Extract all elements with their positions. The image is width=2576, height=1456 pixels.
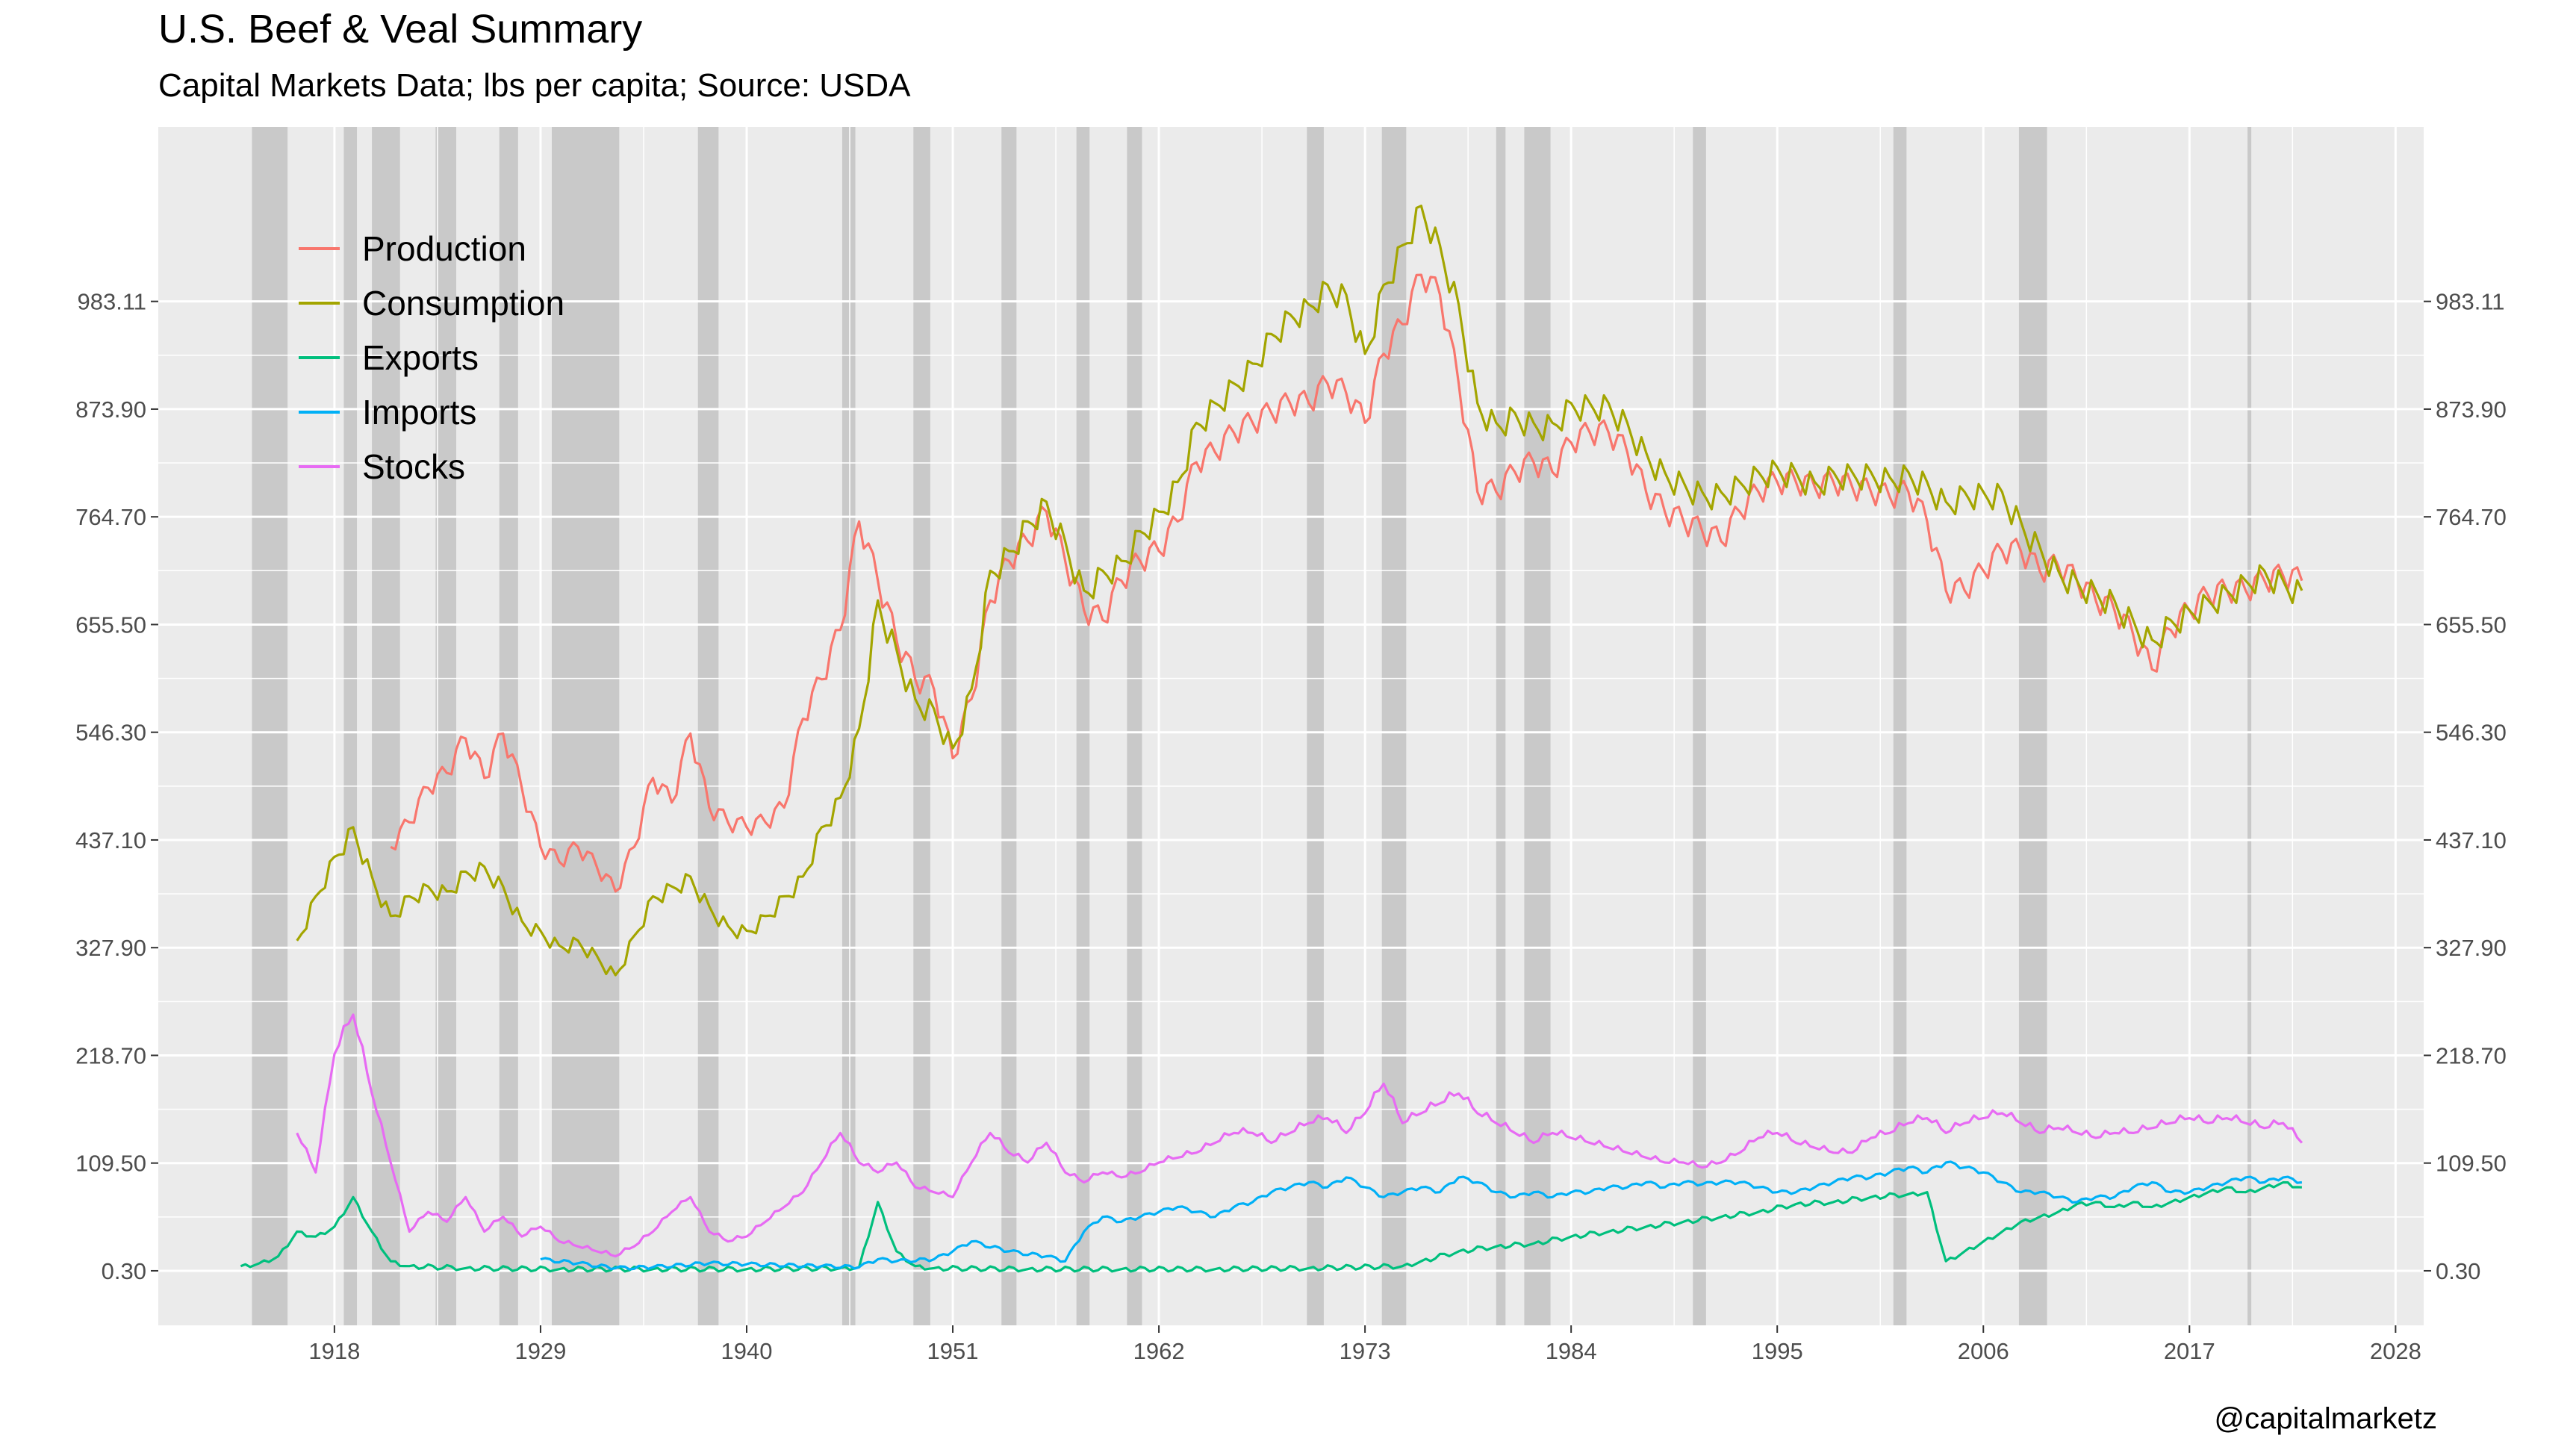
series-line-imports <box>540 1160 2303 1271</box>
x-tick-label: 2017 <box>2164 1338 2215 1364</box>
y-tick-label-left: 218.70 <box>75 1042 146 1068</box>
x-tick-label: 1929 <box>514 1338 566 1364</box>
y-tick-label-right: 873.90 <box>2436 396 2507 423</box>
recession-band <box>1693 127 1706 1325</box>
x-tick-label: 1984 <box>1546 1338 1597 1364</box>
x-tick-label: 2006 <box>1958 1338 2009 1364</box>
chart-subtitle: Capital Markets Data; lbs per capita; So… <box>158 67 911 104</box>
x-tick-label: 1973 <box>1340 1338 1391 1364</box>
y-tick-label-left: 327.90 <box>75 935 146 961</box>
recession-band <box>435 127 457 1325</box>
recession-band <box>697 127 719 1325</box>
legend-label-imports: Imports <box>362 393 476 432</box>
chart-title: U.S. Beef & Veal Summary <box>158 7 643 52</box>
x-tick-label: 1940 <box>721 1338 773 1364</box>
recession-band <box>841 127 856 1325</box>
recession-band <box>1307 127 1324 1325</box>
y-tick-label-left: 983.11 <box>77 289 146 315</box>
x-tick-label: 1962 <box>1133 1338 1185 1364</box>
legend-label-stocks: Stocks <box>362 447 465 486</box>
y-tick-label-left: 655.50 <box>75 612 146 638</box>
series-line-production <box>390 273 2303 893</box>
x-tick-label: 1951 <box>927 1338 979 1364</box>
recession-band <box>1127 127 1142 1325</box>
x-tick-label: 1918 <box>308 1338 360 1364</box>
x-tick-label: 2028 <box>2370 1338 2421 1364</box>
legend-label-exports: Exports <box>362 338 479 377</box>
recession-band <box>372 127 400 1325</box>
y-tick-label-right: 983.11 <box>2436 289 2505 315</box>
recession-band <box>343 127 358 1325</box>
recession-band <box>1001 127 1017 1325</box>
recession-band <box>551 127 620 1325</box>
grid-lines <box>158 127 2424 1325</box>
legend: Production Consumption Exports Imports Stock… <box>299 229 564 486</box>
recession-band <box>2247 127 2252 1325</box>
y-tick-label-left: 437.10 <box>75 827 146 853</box>
y-tick-label-right: 327.90 <box>2436 935 2507 961</box>
y-tick-label-left: 873.90 <box>75 396 146 423</box>
recession-band <box>1893 127 1907 1325</box>
y-tick-label-left: 109.50 <box>75 1151 146 1177</box>
chart-caption: @capitalmarketz <box>2214 1402 2437 1435</box>
axes: 0.30 0.30 109.50 109.50 218.70 218.70 327.90 32… <box>75 289 2507 1364</box>
recession-band <box>1076 127 1090 1325</box>
recession-band <box>1496 127 1506 1325</box>
y-tick-label-left: 546.30 <box>75 720 146 746</box>
y-tick-label-right: 655.50 <box>2436 612 2507 638</box>
recession-band <box>499 127 518 1325</box>
y-tick-label-right: 546.30 <box>2436 720 2507 746</box>
recession-band <box>1381 127 1407 1325</box>
y-tick-label-right: 0.30 <box>2436 1258 2480 1284</box>
recession-band <box>252 127 288 1325</box>
recession-band <box>913 127 930 1325</box>
series-line-exports <box>240 1180 2302 1273</box>
legend-label-production: Production <box>362 229 526 268</box>
series-line-stocks <box>296 1013 2303 1258</box>
y-tick-label-left: 764.70 <box>75 504 146 530</box>
y-tick-label-right: 218.70 <box>2436 1042 2507 1068</box>
recession-band <box>2018 127 2047 1325</box>
y-tick-label-right: 109.50 <box>2436 1151 2507 1177</box>
y-tick-label-right: 437.10 <box>2436 827 2507 853</box>
y-tick-label-right: 764.70 <box>2436 504 2507 530</box>
series-line-consumption <box>296 205 2303 977</box>
recession-band <box>1524 127 1551 1325</box>
series-lines <box>240 205 2303 1273</box>
x-tick-label: 1995 <box>1752 1338 1803 1364</box>
legend-label-consumption: Consumption <box>362 284 564 323</box>
y-tick-label-left: 0.30 <box>102 1258 146 1284</box>
